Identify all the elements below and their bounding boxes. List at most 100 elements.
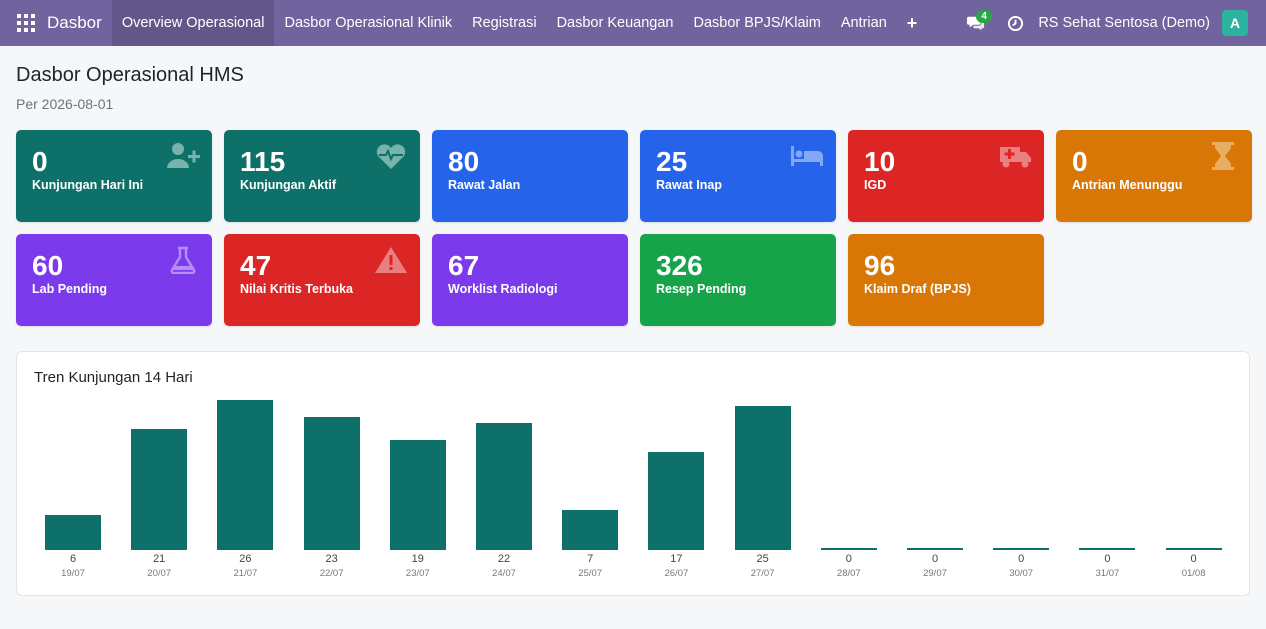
hourglass-icon [1212,142,1234,170]
card-value: 25 [656,146,688,177]
card-kunjungan-hari-ini[interactable]: 0 Kunjungan Hari Ini [16,130,212,222]
card-label: Kunjungan Hari Ini [32,178,144,193]
menu-dasbor-keuangan[interactable]: Dasbor Keuangan [556,15,674,31]
card-label: Lab Pending [32,282,107,297]
page-title: Dasbor Operasional HMS [16,64,244,86]
top-navbar: Dasbor Overview Operasional Dasbor Opera… [0,0,1266,46]
bar[interactable] [993,548,1050,550]
main-menu: Overview Operasional Dasbor Operasional … [111,0,927,46]
menu-overview-operasional[interactable]: Overview Operasional [111,0,275,46]
bar-date-label: 29/07 [923,568,947,579]
bar-value-label: 21 [153,553,166,565]
flask-icon [170,246,196,274]
chat-icon[interactable]: 4 [956,0,996,46]
bar-value-label: 0 [931,553,939,565]
card-label: Rawat Inap [656,178,722,193]
dashboard-content: Dasbor Operasional HMS Per 2026-08-01 0 … [0,46,1266,612]
visit-trend-chart-card: Tren Kunjungan 14 Hari 6 19/07 21 20/07 26 21… [16,351,1250,596]
card-value: 60 [32,250,64,281]
bar[interactable] [648,452,705,550]
bar[interactable] [734,406,791,550]
card-label: Nilai Kritis Terbuka [240,282,353,297]
card-klaim-draf-bpjs[interactable]: 96 Klaim Draf (BPJS) [848,234,1044,326]
bar[interactable] [303,417,360,550]
kpi-cards: 0 Kunjungan Hari Ini 115 Kunjungan Aktif… [16,130,1252,326]
card-value: 0 [1072,146,1088,177]
activity-clock-icon[interactable] [996,0,1034,46]
bar-value-label: 6 [69,553,77,565]
card-value: 67 [448,250,480,281]
menu-dasbor-operasional-klinik[interactable]: Dasbor Operasional Klinik [284,15,453,31]
menu-antrian[interactable]: Antrian [840,15,887,31]
bar-column: 23 22/07 [293,398,379,588]
bar-value-label: 26 [239,553,252,565]
menu-dasbor-bpjs-klaim[interactable]: Dasbor BPJS/Klaim [693,15,821,31]
app-grid-icon[interactable] [0,0,52,46]
bar-date-label: 20/07 [147,568,172,579]
card-lab-pending[interactable]: 60 Lab Pending [16,234,212,326]
app-brand[interactable]: Dasbor [47,13,102,32]
bar[interactable] [820,548,877,550]
bar-date-label: 27/07 [750,568,775,579]
user-avatar[interactable]: A [1222,10,1248,36]
bar-date-label: 26/07 [664,568,689,579]
bar-column: 25 27/07 [724,398,810,588]
add-menu-icon[interactable]: + [906,12,918,33]
bar-date-label: 25/07 [578,568,603,579]
bar-column: 0 31/07 [1068,398,1154,588]
bar-value-label: 23 [325,553,338,565]
menu-registrasi[interactable]: Registrasi [472,15,537,31]
bar-chart: 6 19/07 21 20/07 26 21/07 23 22/07 19 23/07 22 24/0… [34,398,1232,588]
card-value: 80 [448,146,480,177]
bar[interactable] [1079,548,1136,550]
bar[interactable] [389,440,446,550]
card-label: IGD [864,178,887,193]
navbar-right: 4 RS Sehat Sentosa (Demo) A [956,0,1266,46]
bar-value-label: 19 [411,553,424,565]
card-value: 96 [864,250,896,281]
bar[interactable] [45,515,101,550]
bar-date-label: 23/07 [405,568,430,579]
bar-value-label: 0 [1018,553,1025,565]
bar[interactable] [217,400,274,550]
card-label: Resep Pending [656,282,747,297]
card-resep-pending[interactable]: 326 Resep Pending [640,234,836,326]
chat-count-badge: 4 [976,10,992,23]
card-value: 115 [240,146,286,177]
bar-value-label: 17 [670,553,683,565]
card-nilai-kritis-terbuka[interactable]: 47 Nilai Kritis Terbuka [224,234,420,326]
card-kunjungan-aktif[interactable]: 115 Kunjungan Aktif [224,130,420,222]
card-value: 10 [864,146,896,177]
bar[interactable] [907,548,963,550]
bar[interactable] [1165,548,1222,550]
bar-date-label: 01/08 [1181,568,1206,579]
card-rawat-inap[interactable]: 25 Rawat Inap [640,130,836,222]
card-value: 326 [656,250,703,281]
bar-column: 26 21/07 [206,398,292,588]
bar-column: 21 20/07 [120,398,206,588]
bar-column: 0 01/08 [1155,398,1241,588]
card-antrian-menunggu[interactable]: 0 Antrian Menunggu [1056,130,1252,222]
bar-column: 17 26/07 [637,398,723,588]
ambulance-icon [1000,147,1031,168]
bar-column: 7 25/07 [551,398,637,588]
bar-date-label: 24/07 [492,568,516,579]
bar-column: 19 23/07 [379,398,465,588]
card-igd[interactable]: 10 IGD [848,130,1044,222]
bar-column: 22 24/07 [465,398,551,588]
card-rawat-jalan[interactable]: 80 Rawat Jalan [432,130,628,222]
bed-icon [791,146,823,166]
bar-value-label: 25 [756,553,769,565]
bar-value-label: 0 [1190,553,1197,565]
company-switcher[interactable]: RS Sehat Sentosa (Demo) [1038,15,1210,31]
bar-date-label: 31/07 [1095,568,1120,579]
card-label: Worklist Radiologi [448,282,558,297]
bar[interactable] [562,510,619,550]
card-worklist-radiologi[interactable]: 67 Worklist Radiologi [432,234,628,326]
bar[interactable] [131,429,188,550]
bar[interactable] [476,423,532,550]
bar-date-label: 19/07 [61,568,85,579]
card-label: Antrian Menunggu [1072,178,1183,193]
bar-column: 0 30/07 [982,398,1068,588]
bar-column: 0 28/07 [810,398,896,588]
